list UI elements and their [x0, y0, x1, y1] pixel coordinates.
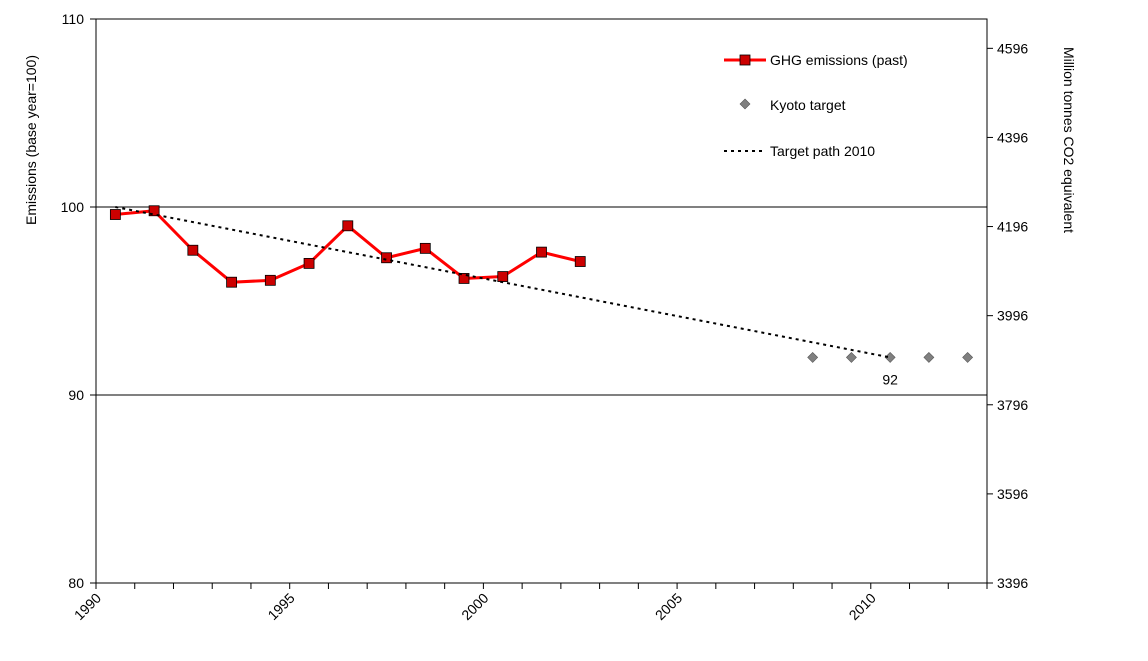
- ghg-point: [574, 256, 586, 267]
- ghg-point: [109, 209, 121, 220]
- kyoto-target-point: [962, 351, 974, 363]
- y-axis-title: Emissions (base year=100): [23, 55, 39, 225]
- legend-item-target-path: Target path 2010: [724, 143, 875, 159]
- y2-tick-label: 3396: [997, 575, 1028, 591]
- ghg-point: [458, 273, 470, 284]
- y2-axis-title: Million tonnes CO2 equivalent: [1061, 47, 1077, 233]
- annotation-label: 92: [882, 371, 898, 387]
- legend-item-ghg: GHG emissions (past): [724, 52, 908, 68]
- x-tick-label: 1995: [264, 590, 297, 623]
- ghg-point: [497, 271, 509, 282]
- series-target-path-line: [115, 206, 891, 359]
- y-tick-label: 110: [62, 11, 85, 27]
- plot-area: [95, 18, 988, 584]
- y-tick-label: 100: [61, 199, 85, 215]
- ghg-point: [226, 276, 237, 288]
- x-tick-label: 2010: [846, 590, 879, 623]
- legend-marker-kyoto: [739, 98, 751, 110]
- ghg-point: [303, 257, 315, 269]
- ghg-point: [148, 205, 160, 217]
- y2-tick-label: 4596: [997, 40, 1028, 56]
- legend: GHG emissions (past) Kyoto target Target…: [724, 52, 908, 159]
- y2-tick-label: 3996: [997, 308, 1028, 324]
- y-tick-label: 90: [68, 387, 84, 403]
- kyoto-target-point: [845, 351, 857, 363]
- ghg-point: [536, 246, 547, 258]
- reference-lines: [96, 206, 987, 396]
- y2-tick-label: 4196: [997, 219, 1028, 235]
- y2-tick-label: 4396: [997, 129, 1028, 145]
- y-tick-label: 80: [68, 575, 84, 591]
- x-tick-label: 2000: [458, 590, 491, 623]
- x-tick-label: 2005: [652, 590, 685, 623]
- legend-marker-ghg: [739, 54, 751, 66]
- legend-item-kyoto: Kyoto target: [739, 97, 846, 113]
- kyoto-target-point: [923, 351, 935, 363]
- ghg-point: [187, 244, 199, 256]
- legend-label-ghg: GHG emissions (past): [770, 52, 908, 68]
- annotations: 92: [882, 371, 898, 387]
- y2-tick-label: 3596: [997, 486, 1028, 502]
- y-axis-ticks: 80 90 100 110: [61, 11, 96, 591]
- ghg-point: [264, 274, 276, 286]
- ghg-point: [342, 220, 354, 232]
- kyoto-target-point: [884, 351, 896, 363]
- y2-axis-ticks: 3396 3596 3796 3996 4196 4396 4596: [987, 40, 1028, 591]
- legend-label-kyoto: Kyoto target: [770, 97, 846, 113]
- y2-tick-label: 3796: [997, 397, 1028, 413]
- x-tick-label: 1990: [71, 590, 104, 623]
- x-axis-ticks: 1990 1995 2000 2005 2010: [71, 583, 988, 623]
- ghg-point: [419, 242, 431, 254]
- ghg-point: [381, 252, 392, 264]
- legend-label-target-path: Target path 2010: [770, 143, 875, 159]
- kyoto-target-point: [807, 351, 819, 363]
- series-layer: [109, 205, 974, 363]
